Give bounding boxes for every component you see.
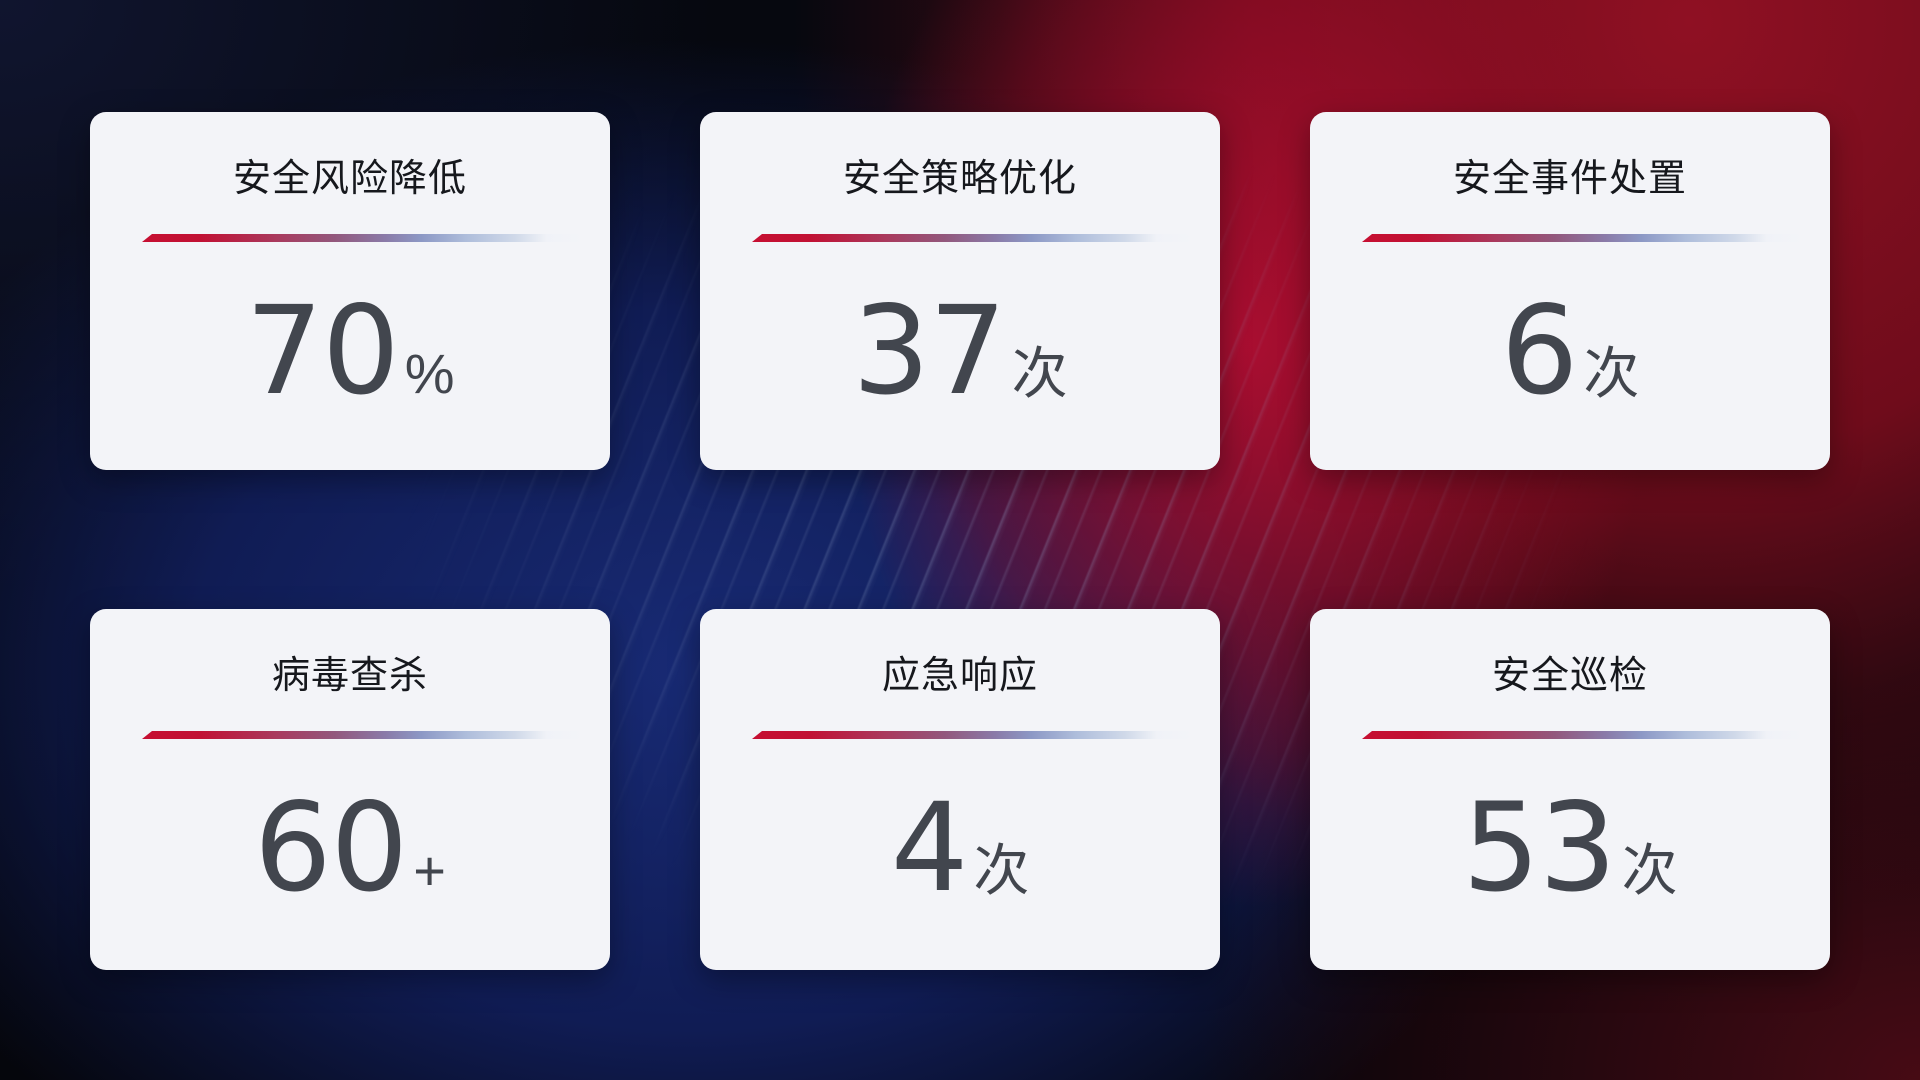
stat-number: 37 [852, 280, 1006, 422]
stat-card-emergency-response: 应急响应 4 次 [700, 609, 1220, 970]
card-title: 安全事件处置 [1452, 158, 1687, 200]
gradient-divider [142, 234, 592, 242]
stat-number: 4 [890, 777, 969, 919]
card-title: 安全巡检 [1491, 655, 1648, 697]
stat-value: 53 次 [1310, 787, 1830, 909]
stat-unit: % [404, 342, 455, 405]
stat-card-policy-optimization: 安全策略优化 37 次 [700, 112, 1220, 470]
card-title: 应急响应 [881, 655, 1038, 697]
stat-number: 6 [1500, 280, 1579, 422]
gradient-divider [1362, 731, 1812, 739]
stat-card-incident-handling: 安全事件处置 6 次 [1310, 112, 1830, 470]
stat-card-security-risk-reduction: 安全风险降低 70 % [90, 112, 610, 470]
stat-unit: + [413, 839, 446, 902]
gradient-divider [142, 731, 592, 739]
stat-number: 60 [254, 777, 408, 919]
gradient-divider [1362, 234, 1812, 242]
stat-unit: 次 [1621, 839, 1678, 902]
stat-value: 37 次 [700, 290, 1220, 412]
stat-value: 60 + [90, 787, 610, 909]
gradient-divider [752, 234, 1202, 242]
stat-value: 6 次 [1310, 290, 1830, 412]
stat-number: 70 [245, 280, 399, 422]
stat-card-virus-scan: 病毒查杀 60 + [90, 609, 610, 970]
card-title: 病毒查杀 [271, 655, 428, 697]
stat-unit: 次 [973, 839, 1030, 902]
card-title: 安全风险降低 [232, 158, 467, 200]
stat-card-security-inspection: 安全巡检 53 次 [1310, 609, 1830, 970]
stat-value: 70 % [90, 290, 610, 412]
stat-unit: 次 [1583, 342, 1640, 405]
gradient-divider [752, 731, 1202, 739]
stat-value: 4 次 [700, 787, 1220, 909]
stat-number: 53 [1462, 777, 1616, 919]
card-title: 安全策略优化 [842, 158, 1077, 200]
stat-unit: 次 [1011, 342, 1068, 405]
stat-card-grid: 安全风险降低 70 % 安全策略优化 37 次 安全事件处置 6 次 病毒查 [90, 112, 1830, 970]
